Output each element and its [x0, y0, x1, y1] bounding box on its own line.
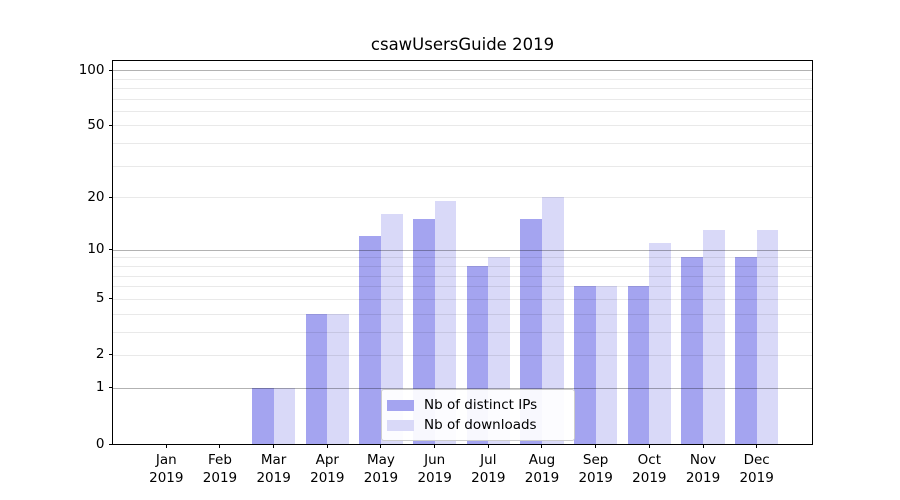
- gridline-minor-8: [113, 265, 812, 267]
- y-tick-label: 2: [95, 346, 105, 363]
- x-tick-label: Nov 2019: [685, 452, 721, 487]
- grid-layer: [113, 61, 812, 444]
- bar: [251, 387, 274, 444]
- y-tick: [108, 443, 113, 445]
- y-tick-label: 10: [87, 241, 105, 258]
- x-tick-label: Sep 2019: [578, 452, 613, 487]
- bar: [380, 214, 403, 444]
- x-tick: [702, 444, 704, 448]
- x-tick: [648, 444, 650, 448]
- x-tick-label: Mar 2019: [256, 452, 291, 487]
- legend-item-distinct-ips: Nb of distinct IPs: [387, 397, 566, 413]
- y-tick: [108, 354, 113, 356]
- x-tick: [595, 444, 597, 448]
- x-tick: [273, 444, 275, 448]
- chart-title: csawUsersGuide 2019: [370, 35, 555, 54]
- x-tick-label: May 2019: [363, 452, 399, 487]
- x-tick: [434, 444, 436, 448]
- x-tick: [487, 444, 489, 448]
- gridline-major-1: [113, 387, 812, 389]
- x-tick: [756, 444, 758, 448]
- gridline-minor-9: [113, 257, 812, 259]
- gridline-minor-40: [113, 143, 812, 145]
- gridline-minor-2: [113, 354, 812, 356]
- plot-area: Nb of distinct IPs Nb of downloads: [112, 60, 813, 445]
- bar: [595, 286, 618, 444]
- legend-item-downloads: Nb of downloads: [387, 417, 566, 433]
- y-tick: [108, 124, 113, 126]
- y-tick: [108, 249, 113, 251]
- legend-label-downloads: Nb of downloads: [424, 417, 537, 433]
- bar: [573, 286, 596, 444]
- gridline-minor-20: [113, 197, 812, 199]
- gridline-major-100: [113, 70, 812, 72]
- bar: [434, 201, 457, 444]
- y-tick: [108, 298, 113, 300]
- y-tick: [108, 69, 113, 71]
- x-tick-label: Apr 2019: [310, 452, 345, 487]
- gridline-minor-5: [113, 298, 812, 300]
- x-tick-label: Jan 2019: [149, 452, 184, 487]
- bar: [756, 230, 779, 444]
- x-tick-label: Feb 2019: [202, 452, 238, 487]
- x-tick-label: Jul 2019: [471, 452, 506, 487]
- bar: [681, 257, 703, 444]
- x-tick-label: Oct 2019: [632, 452, 667, 487]
- bar: [327, 313, 349, 444]
- gridline-minor-50: [113, 125, 812, 127]
- x-tick-label: Aug 2019: [524, 452, 560, 487]
- bar: [649, 242, 672, 444]
- gridline-major-10: [113, 249, 812, 251]
- bar: [359, 236, 381, 444]
- bar: [412, 219, 435, 444]
- bar: [734, 257, 757, 444]
- legend: Nb of distinct IPs Nb of downloads: [381, 389, 575, 441]
- bar: [520, 219, 542, 444]
- gridline-minor-30: [113, 165, 812, 167]
- bar: [703, 230, 725, 444]
- bar: [541, 197, 564, 444]
- y-tick-label: 1: [95, 379, 105, 396]
- gridline-minor-7: [113, 275, 812, 277]
- legend-swatch-distinct-ips: [387, 399, 414, 411]
- bar: [273, 387, 296, 444]
- legend-swatch-downloads: [387, 419, 414, 431]
- y-tick: [108, 387, 113, 389]
- y-tick: [108, 196, 113, 198]
- bar: [627, 286, 650, 444]
- x-tick-label: Dec 2019: [739, 452, 774, 487]
- y-tick-label: 20: [87, 188, 105, 205]
- gridline-minor-3: [113, 331, 812, 333]
- gridline-minor-90: [113, 78, 812, 80]
- gridline-minor-70: [113, 98, 812, 100]
- bar: [305, 313, 328, 444]
- x-tick: [541, 444, 543, 448]
- y-tick-label: 0: [95, 435, 105, 452]
- y-tick-label: 50: [87, 116, 105, 133]
- y-tick-label: 100: [78, 61, 105, 78]
- gridline-minor-60: [113, 110, 812, 112]
- x-tick: [380, 444, 382, 448]
- y-tick-label: 5: [95, 290, 105, 307]
- x-tick: [165, 444, 167, 448]
- gridline-minor-80: [113, 87, 812, 89]
- gridline-minor-4: [113, 313, 812, 315]
- x-tick-label: Jun 2019: [417, 452, 452, 487]
- x-tick: [219, 444, 221, 448]
- legend-label-distinct-ips: Nb of distinct IPs: [424, 397, 538, 413]
- x-tick: [326, 444, 328, 448]
- gridline-minor-6: [113, 286, 812, 288]
